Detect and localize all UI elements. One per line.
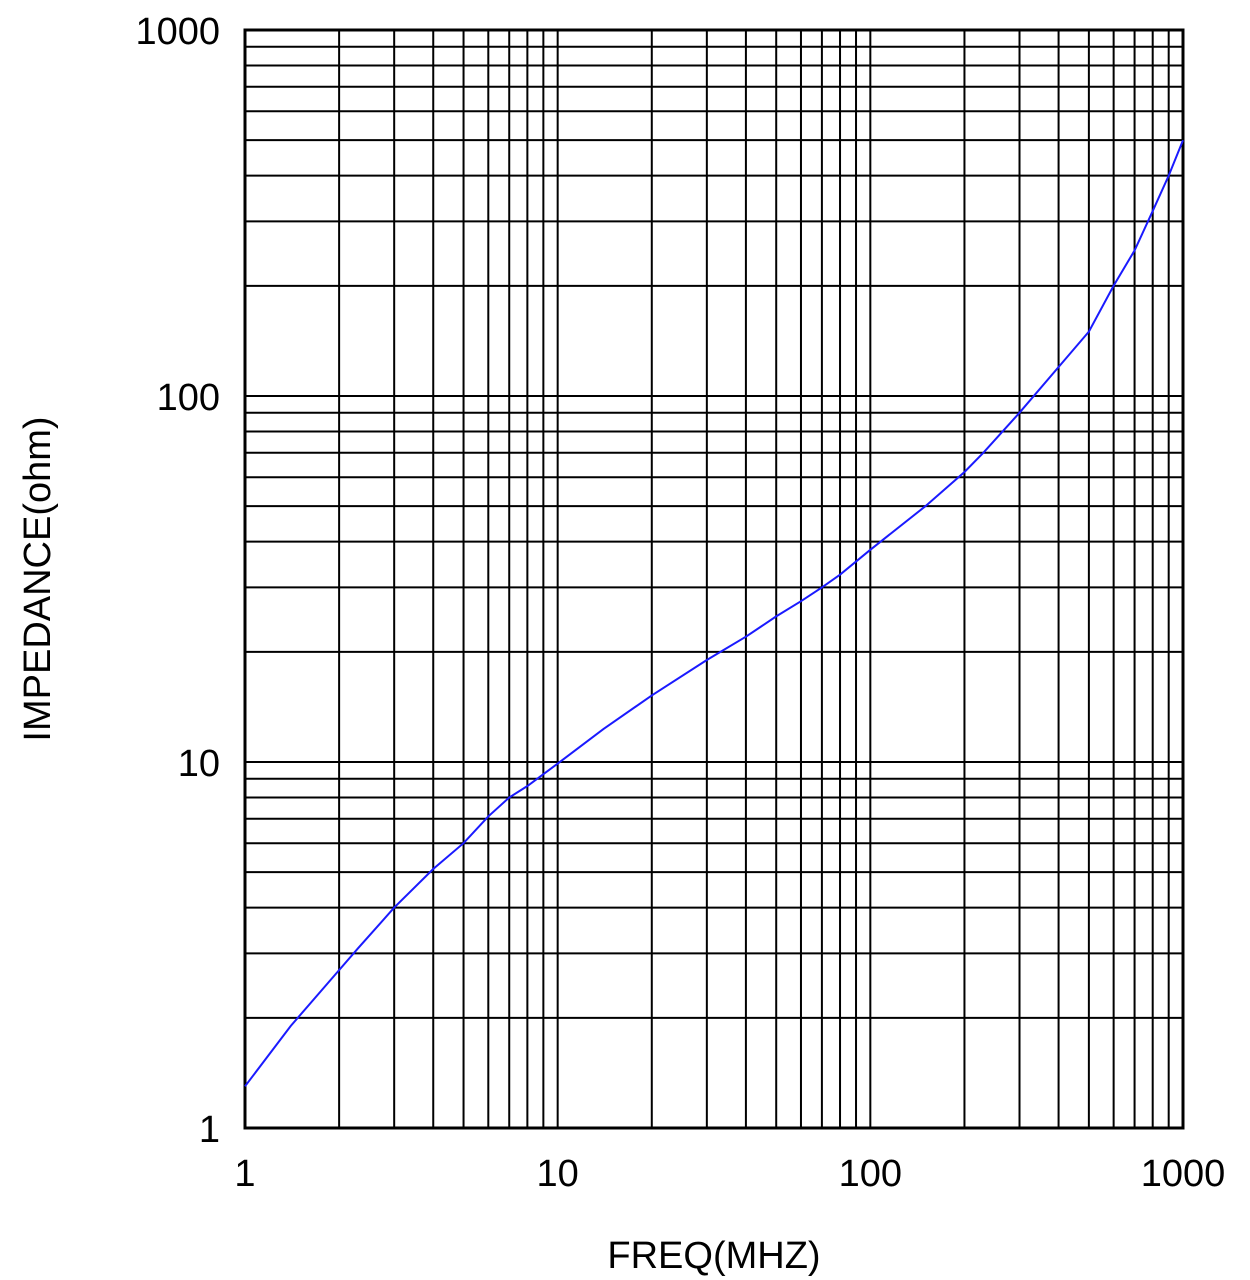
x-tick-label: 100 [839, 1153, 902, 1195]
impedance-curve [244, 139, 1184, 1087]
x-tick-labels: 1 10 100 1000 [234, 1153, 1225, 1195]
y-axis-title: IMPEDANCE(ohm) [17, 416, 59, 741]
x-tick-label: 1 [234, 1153, 255, 1195]
y-tick-label: 1 [199, 1109, 220, 1151]
y-tick-label: 10 [178, 743, 220, 785]
x-tick-label: 1000 [1141, 1153, 1226, 1195]
y-tick-label: 1000 [135, 11, 220, 53]
x-tick-label: 10 [537, 1153, 579, 1195]
x-axis-title: FREQ(MHZ) [607, 1235, 820, 1277]
y-tick-label: 100 [157, 377, 220, 419]
y-tick-labels: 1 10 100 1000 [135, 11, 220, 1151]
plot-frame [243, 28, 1185, 1130]
grid-lines [244, 30, 1183, 1129]
